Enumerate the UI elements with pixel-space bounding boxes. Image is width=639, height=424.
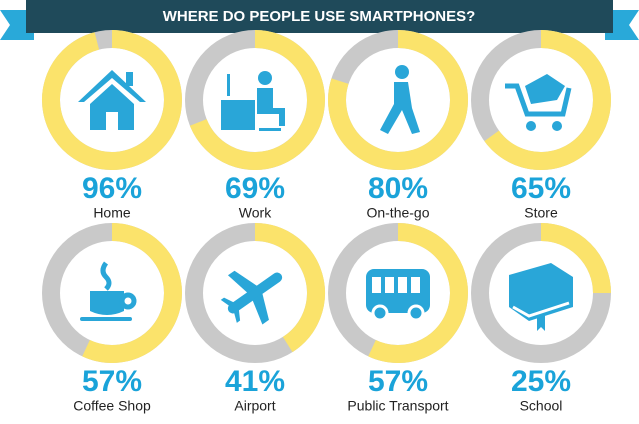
donut-arc (42, 30, 182, 170)
category-label: On-the-go (366, 205, 429, 221)
chart-title: WHERE DO PEOPLE USE SMARTPHONES? (163, 8, 476, 25)
category-label: School (520, 398, 563, 414)
value-label: 65% (511, 172, 571, 205)
donut-arc (484, 30, 611, 170)
value-label: 80% (368, 172, 428, 205)
icon-plane (220, 270, 283, 325)
category-label: Work (239, 205, 272, 221)
category-label: Public Transport (347, 398, 448, 414)
icon-bus (366, 269, 430, 322)
ribbon-end (605, 10, 639, 40)
value-label: 57% (82, 365, 142, 398)
value-label: 41% (225, 365, 285, 398)
icon-book (509, 263, 573, 331)
value-label: 96% (82, 172, 142, 205)
category-label: Store (524, 205, 558, 221)
icon-coffee (80, 261, 137, 321)
donut-arc (254, 223, 325, 353)
icon-walk (380, 65, 420, 134)
ribbon-end (0, 10, 34, 40)
value-label: 25% (511, 365, 571, 398)
icons (78, 65, 573, 331)
value-label: 57% (368, 365, 428, 398)
value-label: 69% (225, 172, 285, 205)
category-label: Airport (234, 398, 275, 414)
icon-cart (505, 74, 572, 131)
category-label: Coffee Shop (73, 398, 151, 414)
donut-arc (540, 223, 611, 294)
title-banner (26, 0, 613, 33)
category-label: Home (93, 205, 131, 221)
donut-arc (189, 30, 325, 170)
donut-arc (368, 223, 468, 363)
donut-arc (328, 30, 468, 170)
icon-work (221, 71, 285, 131)
donut-arc (82, 223, 182, 363)
icon-home (78, 70, 146, 130)
